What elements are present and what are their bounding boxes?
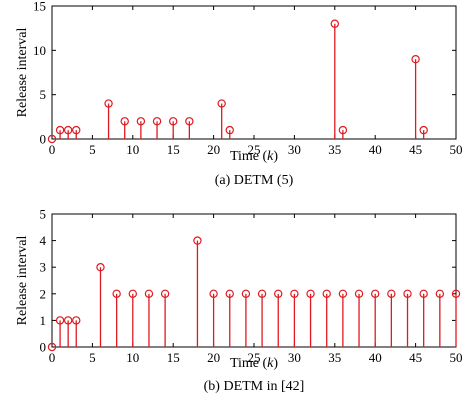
stem-marker-b-15 [290, 289, 299, 298]
stem-marker-a-4 [104, 99, 113, 108]
x-tick-label-b-50: 50 [450, 350, 463, 365]
y-tick-label-b-0: 0 [40, 340, 47, 355]
y-tick-label-b-5: 5 [40, 207, 47, 222]
stem-marker-a-0 [47, 134, 57, 144]
stem-marker-b-2 [63, 316, 73, 325]
y-tick-label-b-1: 1 [40, 313, 47, 328]
x-tick-label-b-35: 35 [328, 350, 341, 365]
plot-frame-a [51, 5, 457, 140]
stem-marker-b-3 [72, 316, 81, 325]
x-tick-label-b-45: 45 [409, 350, 422, 365]
plot-frame-b [51, 213, 457, 348]
x-tick-label-a-20: 20 [207, 142, 220, 157]
stem-marker-b-0 [47, 342, 57, 352]
x-tick-label-b-30: 30 [288, 350, 301, 365]
x-axis-label-a: Time (k) [230, 149, 278, 164]
stem-marker-b-21 [387, 289, 396, 298]
stem-marker-a-13 [338, 125, 348, 135]
y-tick-label-a-5: 5 [40, 87, 47, 102]
stem-marker-b-20 [371, 289, 380, 298]
stem-marker-b-16 [306, 289, 315, 298]
x-tick-label-a-25: 25 [248, 142, 261, 157]
stem-marker-a-3 [72, 125, 81, 135]
stem-marker-b-5 [112, 289, 121, 298]
y-axis-label-b: Release interval [15, 235, 30, 325]
stems-a [47, 19, 428, 144]
x-tick-label-b-10: 10 [126, 350, 139, 365]
stem-marker-a-8 [168, 117, 178, 126]
stem-marker-b-7 [144, 289, 154, 298]
stem-marker-b-19 [354, 289, 364, 298]
y-tick-label-a-15: 15 [33, 0, 46, 14]
stem-marker-b-24 [435, 289, 445, 298]
x-axis-label-b: Time (k) [230, 356, 278, 371]
x-tick-label-b-0: 0 [49, 350, 56, 365]
stem-marker-a-12 [330, 19, 339, 28]
x-tick-label-a-30: 30 [288, 142, 301, 157]
stem-marker-b-8 [160, 289, 170, 298]
stem-marker-a-7 [152, 117, 162, 126]
x-tick-label-b-40: 40 [369, 350, 382, 365]
y-axis-label-a: Release interval [15, 27, 30, 117]
stem-marker-b-4 [96, 263, 105, 272]
stem-marker-b-10 [209, 289, 218, 298]
stem-marker-b-11 [225, 289, 234, 298]
x-tick-label-a-40: 40 [369, 142, 382, 157]
stem-marker-b-14 [274, 289, 283, 298]
x-tick-label-a-10: 10 [126, 142, 139, 157]
x-tick-label-b-15: 15 [167, 350, 180, 365]
stem-marker-a-15 [419, 125, 428, 135]
stem-marker-a-9 [185, 117, 194, 126]
chart-panel-a: 0 5 10 15 20 25 30 35 40 45 50 0 5 10 15 Time (k) Rele… [15, 0, 463, 188]
y-tick-label-b-2: 2 [40, 286, 47, 301]
stem-marker-b-13 [257, 289, 267, 298]
stem-marker-b-18 [338, 289, 348, 298]
stem-marker-a-11 [225, 125, 234, 135]
x-tick-label-a-15: 15 [167, 142, 180, 157]
y-tick-label-b-3: 3 [40, 260, 47, 275]
stem-marker-b-1 [55, 316, 65, 325]
x-tick-label-a-35: 35 [328, 142, 341, 157]
stem-marker-a-10 [217, 99, 226, 108]
stem-marker-b-25 [451, 289, 461, 298]
stem-marker-a-1 [55, 125, 65, 135]
x-tick-label-a-45: 45 [409, 142, 422, 157]
y-tick-label-a-10: 10 [33, 43, 46, 58]
stem-marker-b-23 [419, 289, 428, 298]
stems-b [47, 236, 461, 352]
stem-marker-b-6 [128, 289, 137, 298]
x-tick-label-b-5: 5 [89, 350, 96, 365]
stem-marker-a-2 [63, 125, 73, 135]
x-tick-label-a-50: 50 [450, 142, 463, 157]
x-tick-label-a-0: 0 [49, 142, 56, 157]
stem-marker-b-17 [322, 289, 331, 298]
y-tick-label-a-0: 0 [40, 132, 47, 147]
x-tick-label-b-20: 20 [207, 350, 220, 365]
caption-a: (a) DETM (5) [215, 173, 294, 188]
x-tick-label-a-5: 5 [89, 142, 96, 157]
x-tick-label-b-25: 25 [248, 350, 261, 365]
stem-marker-a-5 [120, 117, 129, 126]
y-tick-label-b-4: 4 [40, 233, 47, 248]
caption-b: (b) DETM in [42] [204, 379, 305, 394]
stem-marker-a-14 [411, 55, 420, 64]
ticks-a: 0 5 10 15 20 25 30 35 40 45 50 0 5 10 15 [33, 0, 463, 157]
stem-marker-a-6 [136, 117, 146, 126]
stem-marker-b-22 [403, 289, 412, 298]
stem-marker-b-12 [241, 289, 251, 298]
stem-marker-b-9 [193, 236, 202, 245]
